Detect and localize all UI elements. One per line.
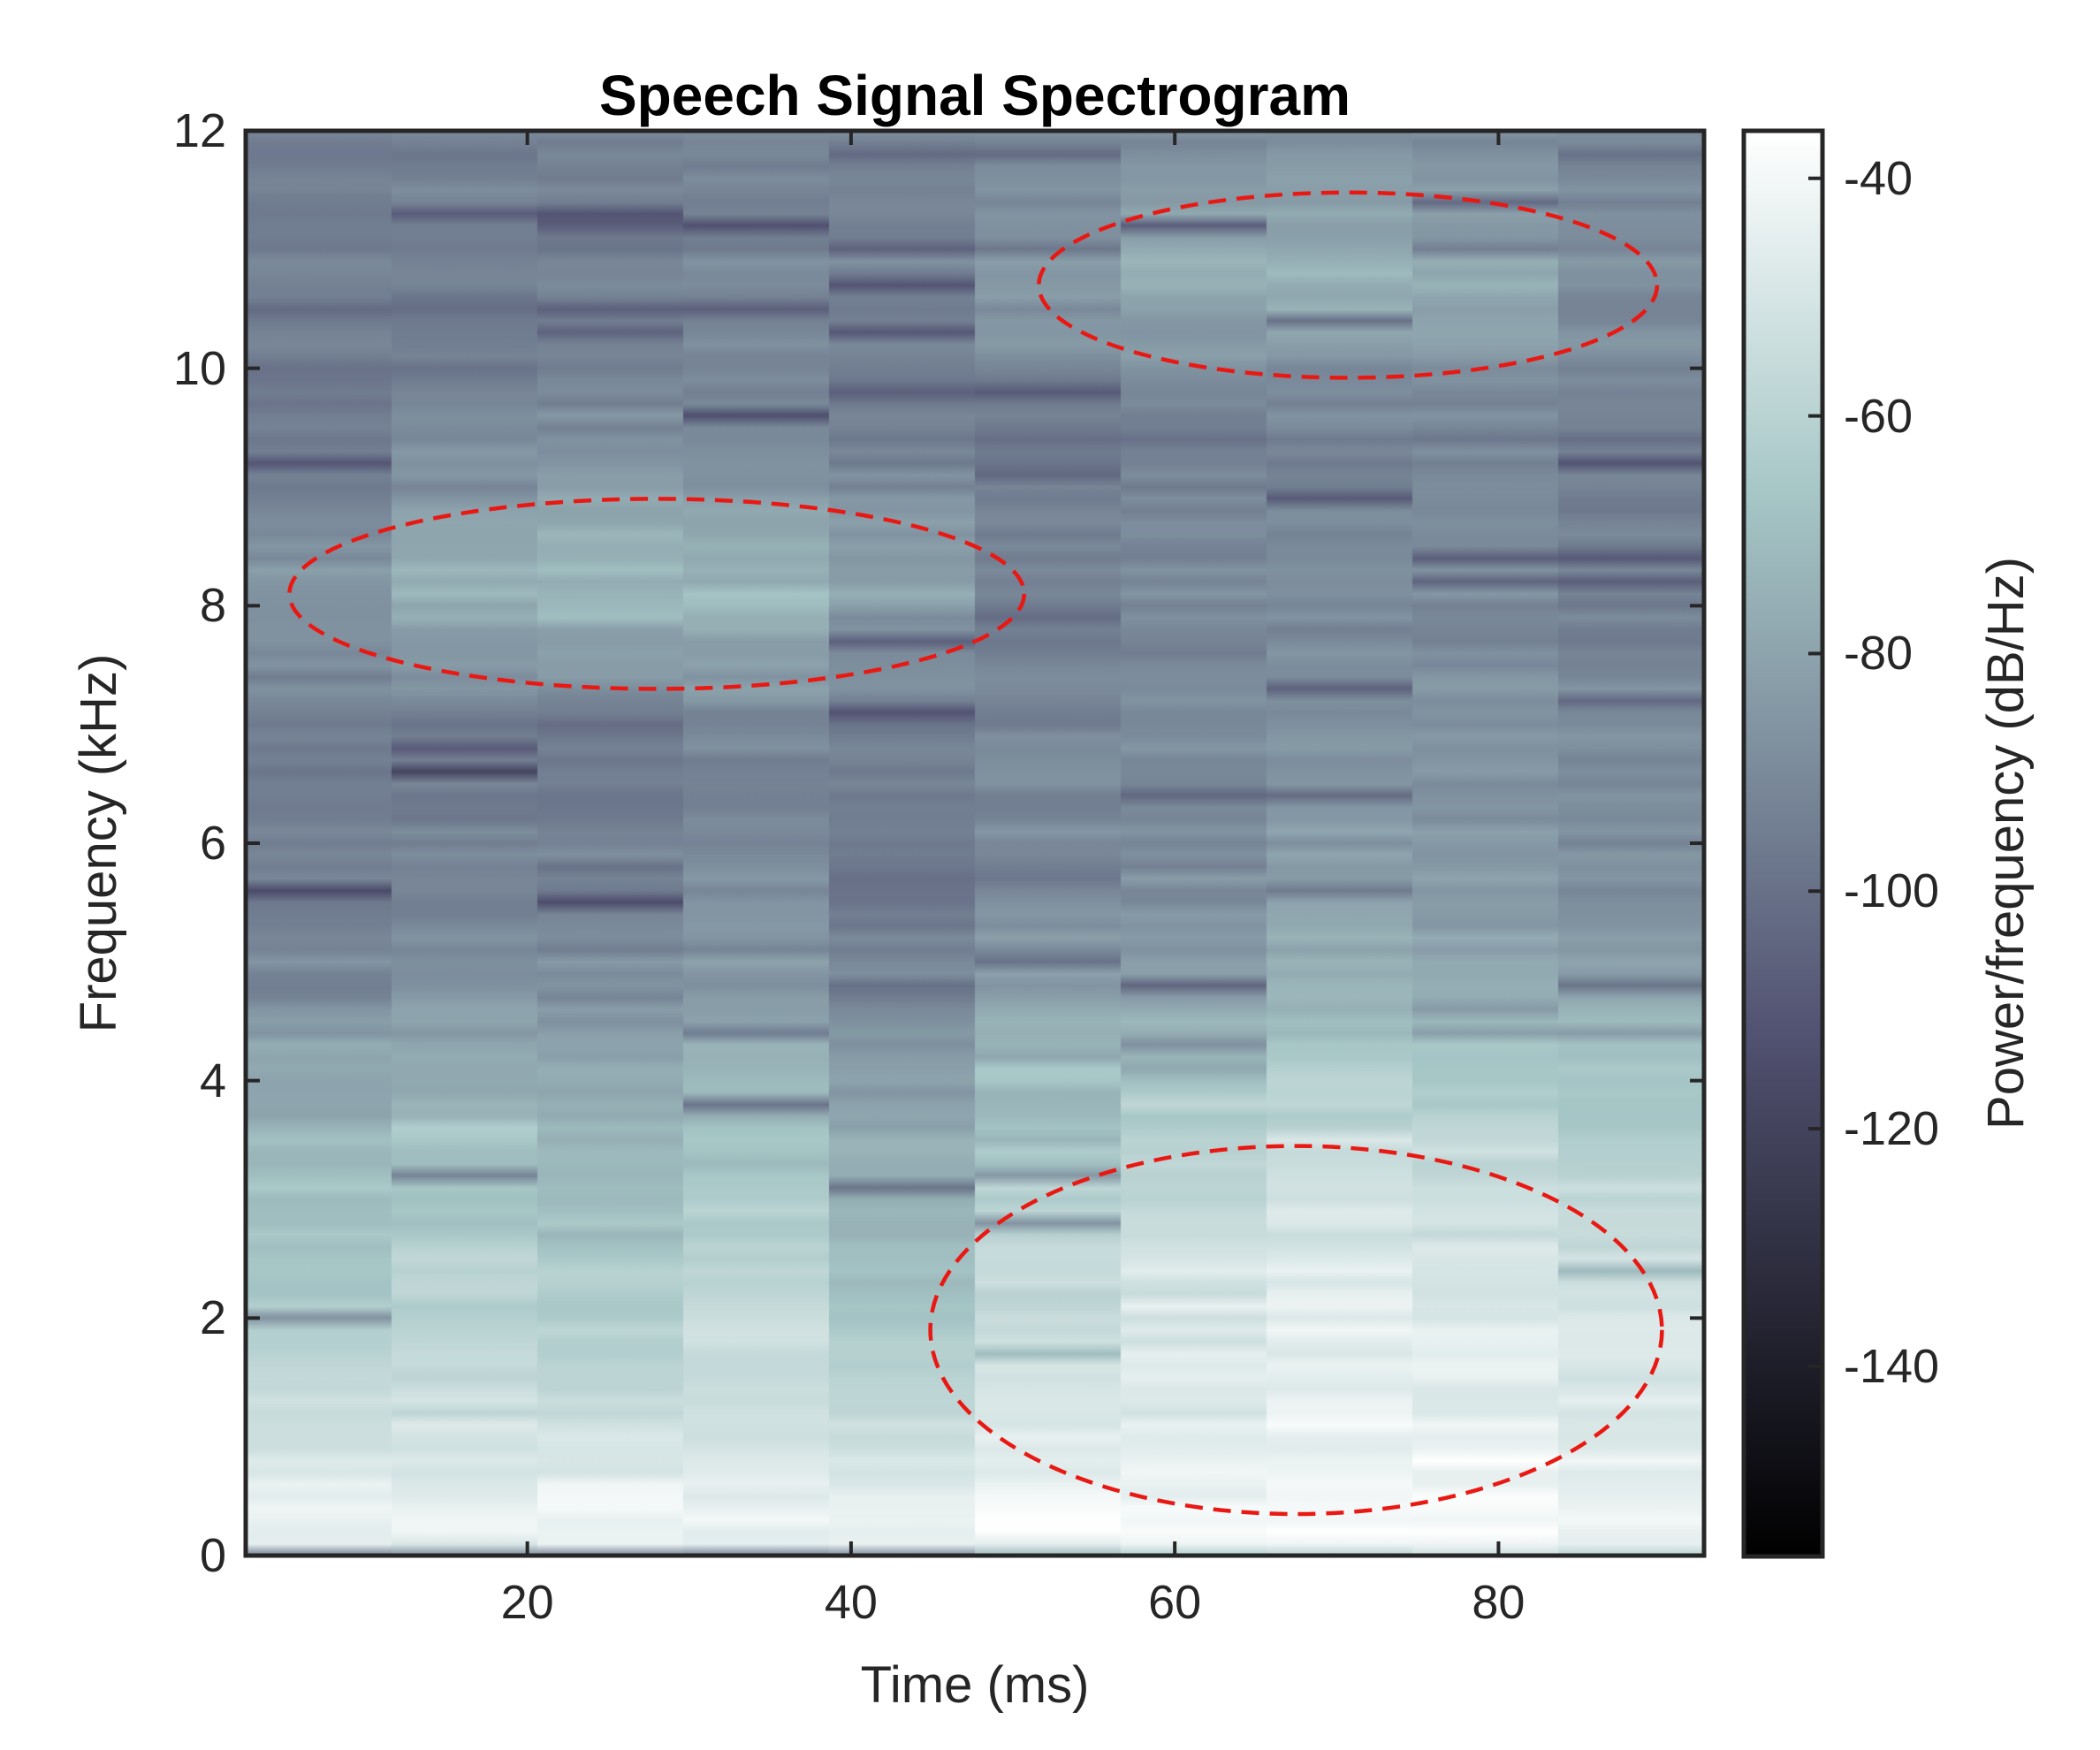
colorbar-gradient (1744, 131, 1822, 1556)
colorbar-tick-label: -60 (1844, 389, 1914, 443)
colorbar-axis-label: Power/frequency (dB/Hz) (1977, 557, 2035, 1130)
annotation-ellipse-2 (287, 497, 1027, 691)
colorbar-tick-label: -100 (1844, 864, 1940, 918)
x-tick-label: 40 (824, 1576, 878, 1629)
y-tick-label: 4 (199, 1054, 226, 1107)
chart-title: Speech Signal Spectrogram (598, 64, 1351, 127)
plot-area (246, 131, 1704, 1556)
colorbar-tick-label: -40 (1844, 151, 1914, 205)
x-axis-label: Time (ms) (860, 1656, 1090, 1714)
y-tick-label: 6 (199, 817, 226, 870)
y-tick-label: 8 (199, 579, 226, 633)
y-tick-label: 0 (199, 1529, 226, 1582)
colorbar-tick-label: -120 (1844, 1102, 1940, 1156)
y-axis-label: Frequency (kHz) (70, 653, 127, 1033)
annotation-ellipse-3 (928, 1144, 1664, 1517)
x-tick-label: 60 (1148, 1576, 1202, 1629)
y-tick-label: 12 (172, 104, 226, 157)
colorbar-tick-label: -140 (1844, 1339, 1940, 1393)
y-tick-label: 2 (199, 1291, 226, 1345)
y-tick-label: 10 (172, 341, 226, 395)
x-tick-label: 20 (500, 1576, 554, 1629)
x-tick-label: 80 (1472, 1576, 1526, 1629)
annotation-layer (287, 190, 1664, 1517)
annotation-ellipse-1 (1037, 190, 1660, 380)
colorbar-tick-label: -80 (1844, 627, 1914, 681)
